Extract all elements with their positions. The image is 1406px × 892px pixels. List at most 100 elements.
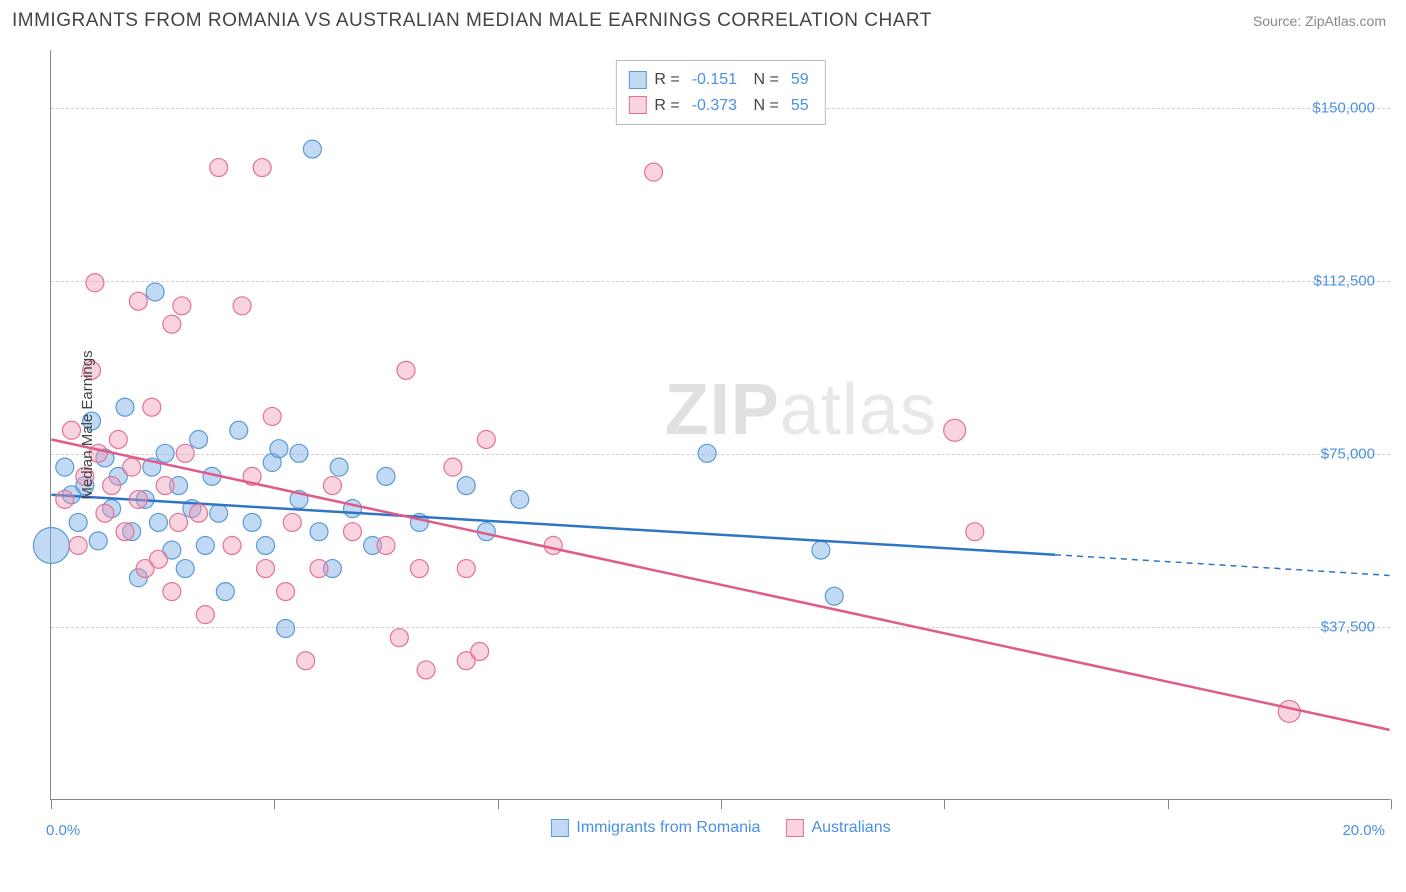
- x-tick: [1391, 799, 1392, 809]
- data-point: [944, 419, 966, 441]
- n-label: N =: [749, 67, 779, 93]
- data-point: [511, 490, 529, 508]
- x-tick: [944, 799, 945, 809]
- data-point: [457, 560, 475, 578]
- data-point: [116, 523, 134, 541]
- data-point: [86, 274, 104, 292]
- data-point: [89, 532, 107, 550]
- data-point: [263, 407, 281, 425]
- scatter-plot-svg: [51, 50, 1390, 799]
- header: IMMIGRANTS FROM ROMANIA VS AUSTRALIAN ME…: [0, 0, 1406, 37]
- data-point: [277, 583, 295, 601]
- data-point: [129, 490, 147, 508]
- legend-swatch-australians: [785, 819, 803, 837]
- data-point: [230, 421, 248, 439]
- legend-swatch-romania: [628, 71, 646, 89]
- data-point: [143, 398, 161, 416]
- data-point: [243, 513, 261, 531]
- data-point: [444, 458, 462, 476]
- data-point: [210, 504, 228, 522]
- data-point: [645, 163, 663, 181]
- plot-area: ZIPatlas $37,500$75,000$112,500$150,000 …: [50, 50, 1390, 800]
- data-point: [156, 444, 174, 462]
- data-point: [69, 513, 87, 531]
- data-point: [176, 560, 194, 578]
- data-point: [109, 430, 127, 448]
- data-point: [146, 283, 164, 301]
- data-point: [544, 537, 562, 555]
- data-point: [190, 504, 208, 522]
- data-point: [344, 523, 362, 541]
- source-attribution: Source: ZipAtlas.com: [1253, 13, 1386, 29]
- legend-row-romania: R = -0.151 N = 59: [628, 67, 812, 93]
- data-point: [303, 140, 321, 158]
- data-point: [825, 587, 843, 605]
- data-point: [457, 477, 475, 495]
- legend-label-australians: Australians: [811, 819, 890, 837]
- data-point: [190, 430, 208, 448]
- x-axis-max-label: 20.0%: [1342, 822, 1385, 839]
- legend-item-australians: Australians: [785, 819, 890, 837]
- legend-item-romania: Immigrants from Romania: [550, 819, 760, 837]
- x-tick: [51, 799, 52, 809]
- data-point: [56, 458, 74, 476]
- data-point: [163, 315, 181, 333]
- data-point: [323, 477, 341, 495]
- data-point: [966, 523, 984, 541]
- data-point: [390, 629, 408, 647]
- data-point: [170, 513, 188, 531]
- trend-line: [51, 439, 1389, 729]
- data-point: [812, 541, 830, 559]
- r-label: R =: [654, 67, 679, 93]
- data-point: [116, 398, 134, 416]
- data-point: [283, 513, 301, 531]
- data-point: [471, 643, 489, 661]
- data-point: [233, 297, 251, 315]
- n-value-australians: 55: [791, 93, 809, 119]
- data-point: [310, 560, 328, 578]
- data-point: [173, 297, 191, 315]
- r-value-romania: -0.151: [692, 67, 737, 93]
- data-point: [123, 458, 141, 476]
- data-point: [216, 583, 234, 601]
- legend-swatch-romania: [550, 819, 568, 837]
- n-label: N =: [749, 93, 779, 119]
- series-legend: Immigrants from Romania Australians: [550, 819, 890, 837]
- data-point: [253, 159, 271, 177]
- data-point: [277, 619, 295, 637]
- data-point: [196, 606, 214, 624]
- data-point: [210, 159, 228, 177]
- n-value-romania: 59: [791, 67, 809, 93]
- data-point: [417, 661, 435, 679]
- data-point: [96, 504, 114, 522]
- data-point: [69, 537, 87, 555]
- data-point: [176, 444, 194, 462]
- data-point: [62, 421, 80, 439]
- x-tick: [721, 799, 722, 809]
- legend-row-australians: R = -0.373 N = 55: [628, 93, 812, 119]
- correlation-legend: R = -0.151 N = 59 R = -0.373 N = 55: [615, 60, 825, 125]
- x-tick: [498, 799, 499, 809]
- x-tick: [1168, 799, 1169, 809]
- y-axis-label: Median Male Earnings: [79, 350, 96, 499]
- data-point: [56, 490, 74, 508]
- data-point: [149, 550, 167, 568]
- data-point: [129, 292, 147, 310]
- data-point: [297, 652, 315, 670]
- x-axis-min-label: 0.0%: [46, 822, 80, 839]
- data-point: [698, 444, 716, 462]
- chart-title: IMMIGRANTS FROM ROMANIA VS AUSTRALIAN ME…: [12, 10, 932, 32]
- data-point: [103, 477, 121, 495]
- r-label: R =: [654, 93, 679, 119]
- data-point: [223, 537, 241, 555]
- data-point: [257, 560, 275, 578]
- data-point: [196, 537, 214, 555]
- x-tick: [274, 799, 275, 809]
- data-point: [310, 523, 328, 541]
- data-point: [163, 583, 181, 601]
- legend-label-romania: Immigrants from Romania: [576, 819, 760, 837]
- chart-container: ZIPatlas $37,500$75,000$112,500$150,000 …: [50, 50, 1390, 840]
- data-point: [377, 537, 395, 555]
- data-point: [1278, 700, 1300, 722]
- data-point: [290, 444, 308, 462]
